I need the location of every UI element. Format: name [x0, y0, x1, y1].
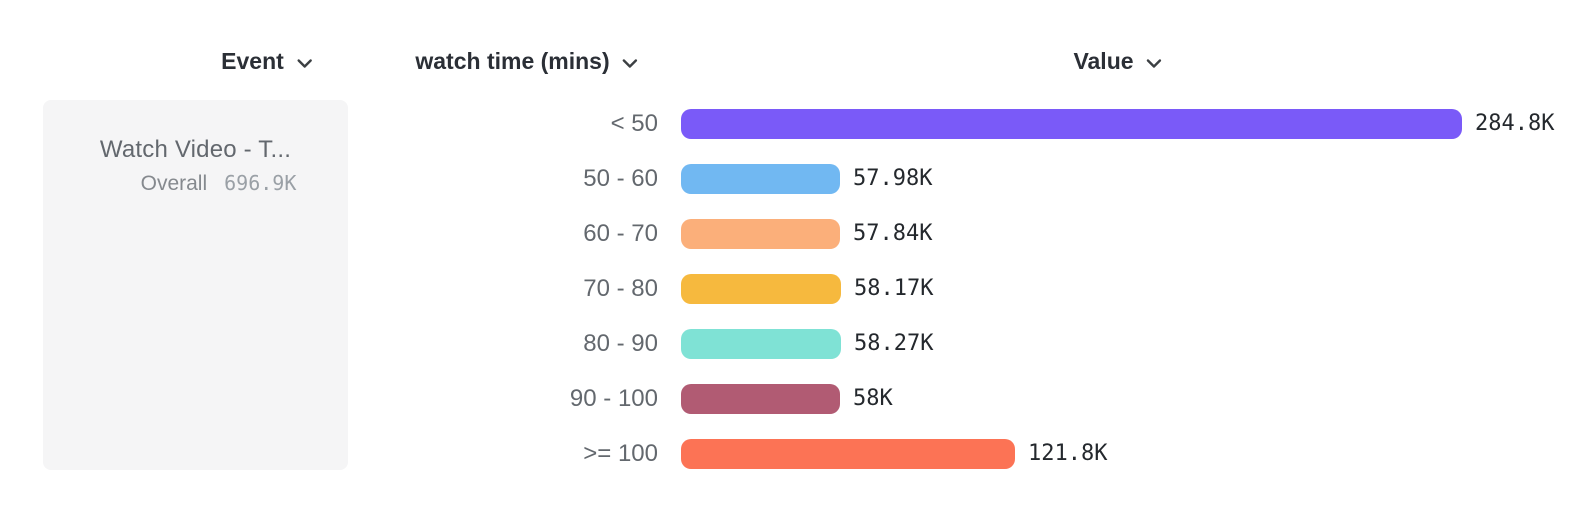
- bar-row: 60 - 70 57.84K: [0, 206, 1592, 261]
- bar-row: 70 - 80 58.17K: [0, 261, 1592, 316]
- overall-label: Overall: [140, 172, 208, 195]
- bar-row: < 50 284.8K: [0, 96, 1592, 151]
- bar-segment[interactable]: [681, 273, 841, 304]
- value-label: 121.8K: [1028, 441, 1108, 466]
- bar-chart: < 50 284.8K 50 - 60 57.98K 60 - 70 57.84K 70 -…: [0, 96, 1592, 481]
- column-header-value[interactable]: Value: [1073, 48, 1162, 75]
- category-label: 80 - 90: [583, 329, 658, 357]
- value-label: 58K: [853, 386, 893, 411]
- value-label: 58.27K: [854, 331, 934, 356]
- bar-segment[interactable]: [681, 218, 840, 249]
- bar-segment[interactable]: [681, 108, 1462, 139]
- overall-value: 696.9K: [224, 171, 297, 195]
- chevron-down-icon: [296, 58, 313, 69]
- value-label: 58.17K: [854, 276, 934, 301]
- event-name: Watch Video - T...: [99, 136, 292, 163]
- chevron-down-icon: [622, 58, 639, 69]
- value-label: 57.98K: [853, 166, 933, 191]
- category-label: < 50: [610, 109, 658, 137]
- bar-row: 90 - 100 58K: [0, 371, 1592, 426]
- bar-row: >= 100 121.8K: [0, 426, 1592, 481]
- bar-segment[interactable]: [681, 383, 840, 414]
- column-header-event[interactable]: Event: [221, 48, 313, 75]
- column-header-value-label: Value: [1073, 48, 1134, 74]
- overall-row: Overall 696.9K: [43, 171, 348, 196]
- category-label: 60 - 70: [583, 219, 658, 247]
- category-label: 90 - 100: [569, 384, 658, 412]
- value-label: 284.8K: [1475, 111, 1555, 136]
- value-label: 57.84K: [853, 221, 933, 246]
- column-header-watch-time-label: watch time (mins): [415, 48, 610, 74]
- column-header-watch-time[interactable]: watch time (mins): [415, 48, 638, 75]
- bar-segment[interactable]: [681, 328, 841, 359]
- chevron-down-icon: [1146, 58, 1163, 69]
- event-card[interactable]: Watch Video - T... Overall 696.9K: [43, 100, 348, 470]
- bar-segment[interactable]: [681, 163, 840, 194]
- bar-segment[interactable]: [681, 438, 1015, 469]
- category-label: >= 100: [583, 439, 658, 467]
- column-header-event-label: Event: [221, 48, 284, 74]
- category-label: 70 - 80: [583, 274, 658, 302]
- category-label: 50 - 60: [583, 164, 658, 192]
- bar-row: 80 - 90 58.27K: [0, 316, 1592, 371]
- bar-row: 50 - 60 57.98K: [0, 151, 1592, 206]
